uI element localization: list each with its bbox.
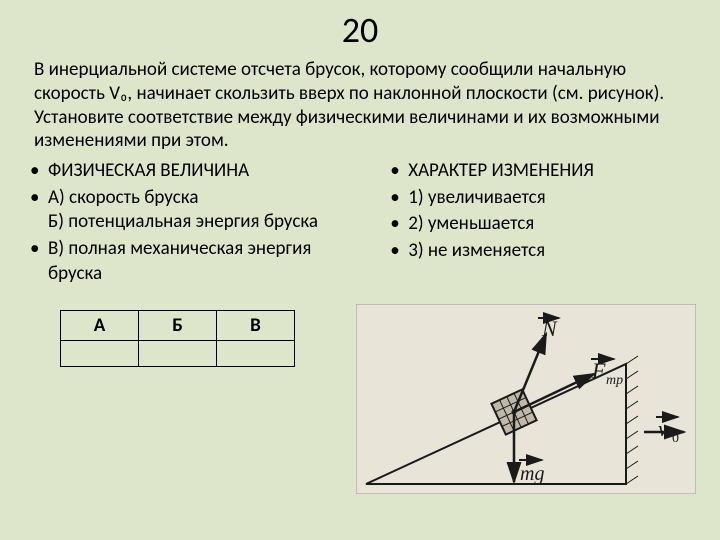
right-option-3: 3) не изменяется: [408, 239, 694, 266]
svg-text:v: v: [658, 416, 668, 441]
right-option-2: 2) уменьшается: [408, 212, 694, 239]
header-v: В: [217, 311, 295, 341]
svg-text:0: 0: [672, 431, 679, 446]
cell-b: [139, 341, 217, 367]
header-a: А: [61, 311, 139, 341]
svg-text:mp: mp: [606, 373, 623, 388]
right-option-1: 1) увеличивается: [408, 186, 694, 213]
header-b: Б: [139, 311, 217, 341]
table-row: А Б В: [61, 311, 295, 341]
svg-text:N: N: [541, 316, 558, 341]
cell-a: [61, 341, 139, 367]
left-option-b: Б) потенциальная энергия бруска: [48, 210, 318, 233]
problem-intro: В инерциальной системе отсчета брусок, к…: [26, 58, 694, 159]
left-heading: ФИЗИЧЕСКАЯ ВЕЛИЧИНА: [48, 159, 366, 186]
table-row: [61, 341, 295, 367]
svg-text:F: F: [591, 358, 606, 383]
cell-v: [217, 341, 295, 367]
physics-diagram: N F mp mg v 0: [356, 304, 696, 494]
right-heading: ХАРАКТЕР ИЗМЕНЕНИЯ: [408, 159, 694, 186]
left-option-a: А) скорость бруска: [48, 186, 198, 209]
left-column: ФИЗИЧЕСКАЯ ВЕЛИЧИНА А) скорость бруска Б…: [26, 159, 366, 367]
left-option-v: В) полная механическая энергия бруска: [48, 237, 366, 288]
svg-text:mg: mg: [520, 463, 544, 485]
left-option-a-b: А) скорость бруска Б) потенциальная энер…: [48, 186, 366, 237]
answer-table: А Б В: [60, 310, 295, 367]
page-number: 20: [0, 0, 720, 58]
